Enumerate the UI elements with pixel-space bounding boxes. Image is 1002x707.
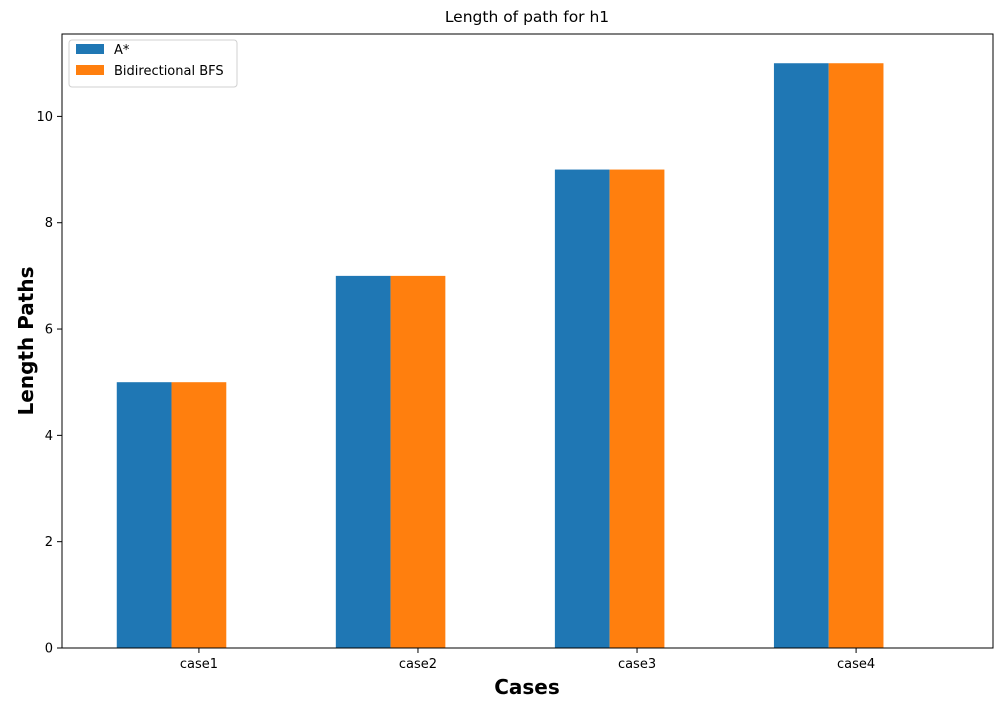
y-tick-label: 2	[45, 535, 53, 550]
bar-a-star-case4	[773, 63, 829, 648]
y-axis-title: Length Paths	[14, 267, 38, 416]
x-tick-label-case1: case1	[180, 657, 218, 672]
chart-title: Length of path for h1	[445, 8, 609, 26]
bar-a-star-case2	[335, 275, 391, 648]
bar-bidirectional-bfs-case4	[828, 63, 884, 648]
legend-box	[68, 39, 238, 88]
legend-label-0: A*	[114, 43, 130, 58]
y-tick-label: 0	[45, 642, 53, 657]
bar-bidirectional-bfs-case3	[609, 169, 665, 648]
x-tick-label-case3: case3	[618, 657, 656, 672]
bar-bidirectional-bfs-case1	[171, 382, 227, 648]
bar-a-star-case3	[554, 169, 610, 648]
bar-a-star-case1	[116, 382, 172, 648]
axes-group: 0 2 4 6 8 10 case1 case2 case3 case4	[36, 33, 994, 672]
bars-group	[116, 63, 884, 648]
x-tick-label-case4: case4	[837, 657, 875, 672]
x-tick-label-case2: case2	[399, 657, 437, 672]
x-axis-title: Cases	[494, 675, 560, 699]
bar-bidirectional-bfs-case2	[390, 275, 446, 648]
y-tick-label: 10	[36, 110, 53, 125]
legend-swatch-0	[76, 44, 104, 54]
y-tick-label: 8	[45, 216, 53, 231]
legend-label-1: Bidirectional BFS	[114, 64, 224, 79]
y-tick-label: 4	[45, 429, 53, 444]
plot-frame	[61, 33, 994, 649]
y-tick-label: 6	[45, 323, 53, 338]
legend: A* Bidirectional BFS	[68, 39, 238, 88]
legend-swatch-1	[76, 65, 104, 75]
